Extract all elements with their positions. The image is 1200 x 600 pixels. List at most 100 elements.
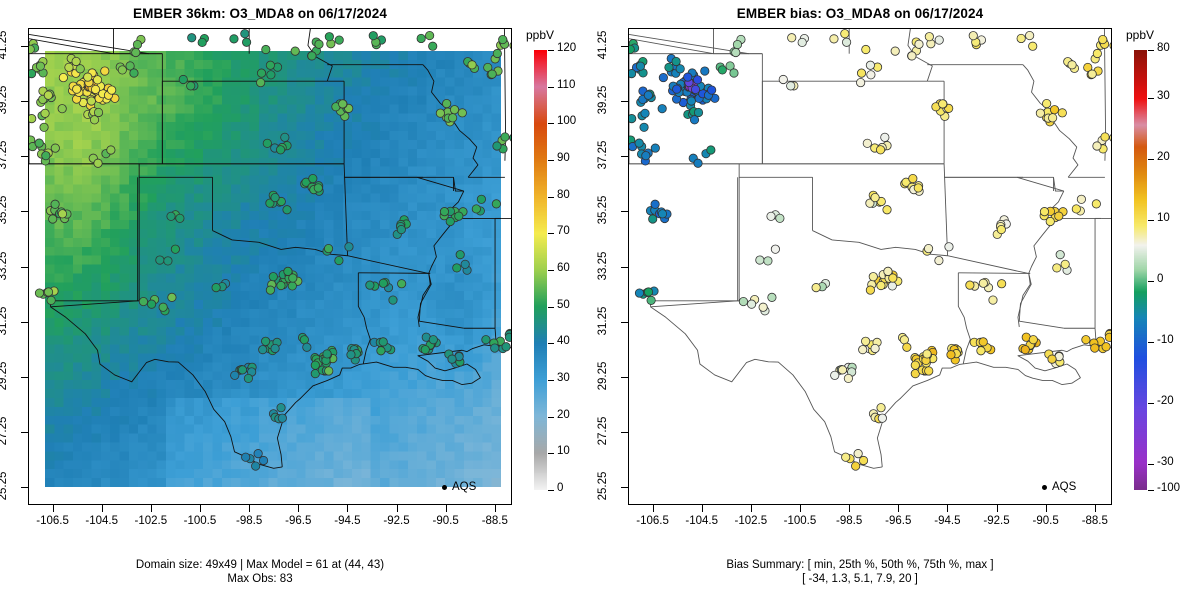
x-axis-tick <box>396 505 398 512</box>
aqs-observation-point <box>770 244 780 254</box>
colorbar-tick-label: 100 <box>557 115 577 128</box>
y-axis-tick <box>21 376 28 378</box>
aqs-observation-point <box>428 41 438 51</box>
y-axis-label: 31.25 <box>0 306 9 336</box>
aqs-observation-point <box>692 75 703 85</box>
x-axis-label: -100.5 <box>783 515 817 527</box>
x-axis-label: -92.5 <box>383 515 410 527</box>
aqs-observation-point <box>914 39 924 49</box>
aqs-observation-point <box>996 224 1006 235</box>
aqs-observation-point <box>787 33 797 43</box>
aqs-observation-point <box>689 115 700 125</box>
y-axis-tick <box>21 45 28 47</box>
aqs-marker-icon <box>442 484 447 490</box>
colorbar-tick <box>548 416 554 418</box>
aqs-observation-point <box>843 373 853 384</box>
aqs-observation-point <box>125 61 135 71</box>
left-legend-label: AQS <box>452 481 477 493</box>
colorbar-tick-label: -30 <box>1157 455 1174 468</box>
y-axis-tick <box>621 266 628 268</box>
aqs-observation-point <box>334 35 344 45</box>
aqs-observation-point <box>1028 335 1038 345</box>
y-axis-label: 29.25 <box>597 361 609 391</box>
aqs-observation-point <box>288 273 298 283</box>
colorbar-tick <box>548 490 554 491</box>
aqs-observation-point <box>686 96 696 106</box>
aqs-observation-point <box>378 278 388 288</box>
aqs-observation-point <box>492 48 502 59</box>
aqs-observation-point <box>481 335 491 345</box>
aqs-observation-point <box>938 99 948 109</box>
aqs-observation-point <box>643 287 654 297</box>
aqs-observation-point <box>1045 216 1055 227</box>
aqs-observation-point <box>861 44 871 55</box>
colorbar-tick-label: 120 <box>557 42 577 54</box>
aqs-observation-point <box>763 256 773 266</box>
aqs-observation-point <box>1039 207 1050 217</box>
x-axis-tick <box>494 505 496 512</box>
aqs-observation-point <box>870 193 880 203</box>
aqs-observation-point <box>876 280 886 291</box>
aqs-observation-point <box>882 205 892 215</box>
map-boundary <box>629 38 714 55</box>
x-axis-label: -88.5 <box>1081 515 1108 527</box>
aqs-observation-point <box>490 343 500 353</box>
aqs-observation-point <box>500 132 510 142</box>
aqs-observation-point <box>913 183 923 193</box>
y-axis-label: 31.25 <box>597 306 609 336</box>
aqs-observation-point <box>445 216 455 227</box>
aqs-observation-point <box>1054 211 1064 221</box>
aqs-observation-point <box>646 295 656 305</box>
aqs-observation-point <box>1091 199 1101 209</box>
aqs-observation-point <box>1071 204 1081 214</box>
map-boundary <box>1053 177 1064 192</box>
aqs-observation-point <box>334 255 344 266</box>
aqs-observation-point <box>158 302 168 312</box>
colorbar-tick <box>1148 402 1154 404</box>
map-boundary <box>957 272 971 365</box>
aqs-observation-point <box>416 33 426 44</box>
aqs-observation-point <box>256 68 267 78</box>
aqs-observation-point <box>283 266 293 276</box>
aqs-observation-point <box>467 60 477 70</box>
aqs-observation-point <box>261 336 271 346</box>
aqs-observation-point <box>1076 194 1086 204</box>
x-axis-label: -100.5 <box>183 515 217 527</box>
aqs-observation-point <box>858 455 869 466</box>
aqs-observation-point <box>397 279 407 289</box>
aqs-observation-point <box>58 73 68 83</box>
left-caption: Domain size: 49x49 | Max Model = 61 at (… <box>0 558 520 586</box>
y-axis-tick <box>21 156 28 158</box>
y-axis-tick <box>21 431 28 433</box>
colorbar-tick <box>548 50 554 51</box>
aqs-observation-point <box>851 461 861 471</box>
aqs-observation-point <box>324 366 334 376</box>
colorbar-tick-label: 50 <box>557 298 570 311</box>
y-axis-label: 37.25 <box>0 140 9 170</box>
aqs-observation-point <box>1104 332 1111 342</box>
x-axis-tick <box>947 505 949 512</box>
aqs-observation-point <box>509 42 511 50</box>
colorbar-tick <box>548 343 554 345</box>
y-axis-label: 37.25 <box>597 140 609 170</box>
y-axis-tick <box>21 321 28 323</box>
aqs-observation-point <box>100 66 110 76</box>
aqs-observation-point <box>487 69 497 79</box>
y-axis-tick <box>621 431 628 433</box>
aqs-observation-point <box>442 99 452 109</box>
aqs-observation-point <box>978 337 988 347</box>
aqs-observation-point <box>1028 41 1038 51</box>
y-axis-tick <box>21 487 28 489</box>
map-boundary <box>943 163 949 256</box>
y-axis-label: 39.25 <box>597 85 609 115</box>
colorbar-tick <box>548 453 554 455</box>
aqs-observation-point <box>862 138 872 148</box>
aqs-observation-point <box>504 332 511 342</box>
aqs-observation-point <box>811 283 821 293</box>
aqs-observation-point <box>650 143 660 153</box>
aqs-observation-point <box>1057 108 1067 118</box>
aqs-observation-point <box>230 370 240 380</box>
aqs-observation-point <box>307 51 317 61</box>
aqs-observation-point <box>755 255 765 265</box>
colorbar-tick-label: -10 <box>1157 333 1174 346</box>
